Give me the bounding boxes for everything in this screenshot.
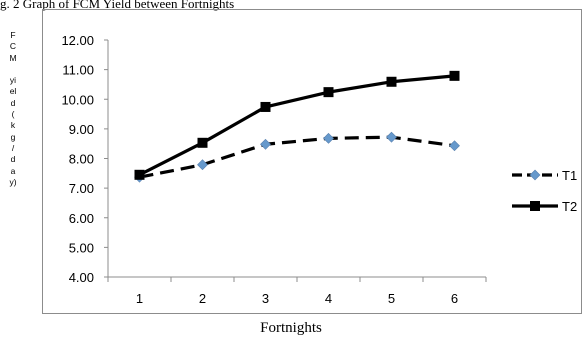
figure-caption: g. 2 Graph of FCM Yield between Fortnigh…	[0, 0, 235, 11]
y-axis-label-char: a	[10, 165, 16, 176]
x-tick-label: 1	[136, 291, 143, 306]
y-axis-label-char: y)	[9, 176, 17, 187]
y-tick-label: 5.00	[69, 240, 94, 255]
y-axis-label-char: M	[9, 52, 17, 63]
data-point-t1	[386, 131, 397, 143]
data-point-t2	[197, 137, 208, 148]
legend-label-t2: T2	[562, 199, 577, 214]
y-axis-label-char: g	[10, 131, 16, 142]
x-tick-label: 5	[388, 291, 395, 306]
y-axis-label-char: d	[10, 97, 16, 108]
x-tick-label: 2	[199, 291, 206, 306]
chart-area-border	[42, 9, 582, 314]
data-point-t1	[449, 140, 460, 152]
data-point-t2	[134, 169, 145, 180]
series-line-t1	[139, 135, 455, 179]
y-tick-label: 11.00	[62, 63, 94, 78]
data-point-t2	[323, 87, 334, 98]
y-tick-label: 7.00	[69, 181, 94, 196]
legend-marker-t1	[529, 169, 541, 181]
data-point-t2	[449, 70, 460, 81]
x-tick-label: 4	[325, 291, 332, 306]
x-tick-label: 3	[262, 291, 269, 306]
data-point-t1	[260, 138, 271, 150]
data-point-t1	[197, 159, 208, 171]
series-line-t2	[138, 74, 455, 177]
data-point-t2	[386, 76, 397, 87]
y-axis-label-char: yi	[9, 75, 17, 86]
x-axis-title: Fortnights	[260, 320, 322, 336]
y-tick-label: 6.00	[69, 211, 94, 226]
y-tick-label: 8.00	[69, 152, 94, 167]
y-tick-label: 4.00	[69, 270, 94, 285]
y-axis-label-char: /	[11, 142, 15, 153]
legend-label-t1: T1	[562, 168, 577, 183]
x-tick-label: 6	[451, 291, 458, 306]
y-tick-label: 9.00	[69, 122, 94, 137]
legend-marker-t2	[530, 201, 540, 211]
data-point-t1	[323, 132, 334, 144]
y-axis-label-char: k	[10, 120, 16, 131]
y-axis-label-char: el	[9, 86, 17, 97]
y-axis-label: F C M yi el d ( k g / d a y)	[6, 30, 20, 188]
y-axis-label-char: F	[10, 30, 16, 40]
data-point-t2	[260, 101, 271, 112]
y-tick-label: 12.00	[61, 33, 94, 48]
y-axis-label-char: (	[11, 109, 15, 120]
y-axis-label-char: C	[9, 41, 17, 52]
y-axis-label-char: d	[10, 154, 16, 165]
y-tick-label: 10.00	[61, 92, 94, 107]
